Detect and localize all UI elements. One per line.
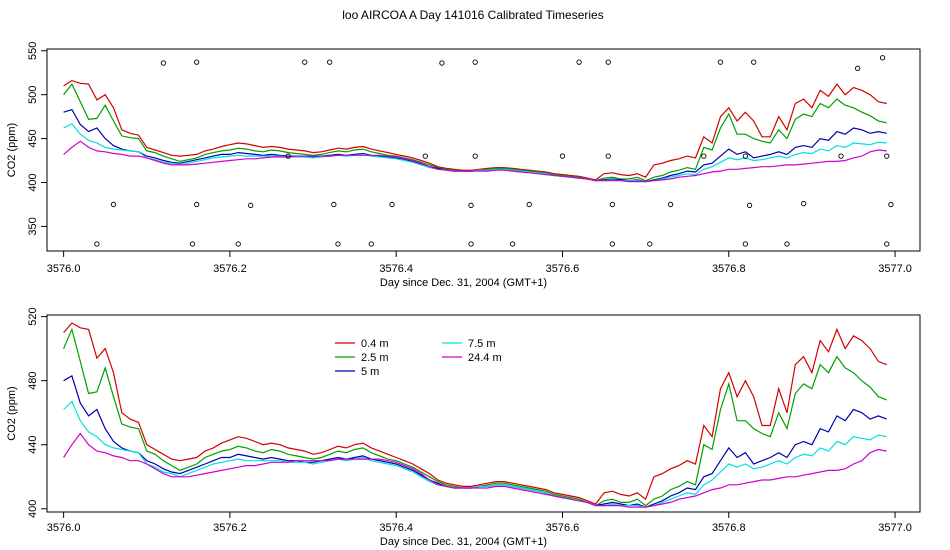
plot-area [63, 55, 894, 247]
flag-marker [800, 200, 807, 207]
flag-marker [526, 201, 532, 208]
flag-marker [194, 59, 200, 65]
y-tick-label: 440 [27, 436, 39, 454]
flag-marker [884, 241, 890, 247]
y-tick-label: 550 [27, 42, 39, 60]
x-tick-label: 3576.2 [213, 522, 247, 534]
x-tick-label: 3577.0 [878, 263, 912, 275]
flag-marker [468, 202, 474, 208]
x-tick-label: 3576.0 [47, 263, 81, 275]
series-line-h75 [63, 122, 887, 183]
y-tick-label: 400 [27, 500, 39, 518]
legend-entry: 0.4 m [361, 338, 389, 350]
plot-frame [46, 314, 921, 513]
flag-marker [576, 59, 582, 65]
flag-marker [248, 202, 254, 208]
flag-marker [472, 153, 478, 159]
y-tick-label: 350 [27, 217, 39, 235]
x-tick-label: 3576.4 [379, 263, 413, 275]
flag-marker [742, 153, 749, 159]
x-tick-label: 3576.4 [379, 522, 413, 534]
flag-marker [717, 59, 724, 65]
flag-marker [472, 59, 478, 65]
plot-area [63, 322, 887, 508]
top-panel: 3576.0 3576.2 3576.4 3576.6 3576.8 3577.0 350 4… [6, 42, 921, 289]
flag-marker [751, 59, 757, 65]
x-tick-label: 3576.8 [712, 522, 746, 534]
flag-marker [110, 201, 117, 208]
plot-frame [46, 48, 921, 252]
flag-marker [160, 60, 167, 66]
flag-marker [327, 59, 333, 65]
flag-marker [888, 201, 894, 208]
y-axis-label: CO2 (ppm) [6, 123, 18, 177]
flag-marker [784, 241, 790, 247]
x-tick-label: 3576.6 [546, 522, 580, 534]
flag-marker [609, 201, 616, 208]
x-tick-label: 3576.0 [47, 522, 81, 534]
flag-marker [884, 153, 890, 159]
series-line-h75 [63, 400, 887, 508]
series-line-h244 [63, 432, 887, 508]
x-tick-label: 3576.6 [546, 263, 580, 275]
flag-marker [879, 55, 886, 61]
flag-marker [94, 241, 100, 247]
flag-marker [389, 201, 395, 208]
y-tick-label: 450 [27, 129, 39, 147]
x-axis-label: Day since Dec. 31, 2004 (GMT+1) [380, 536, 547, 548]
flag-marker [509, 241, 516, 247]
flag-marker [335, 241, 341, 247]
legend: 0.4 m 2.5 m 5 m 7.5 m 24.4 m [335, 338, 502, 378]
bottom-panel: 3576.0 3576.2 3576.4 3576.6 3576.8 3577.0 400 4… [6, 307, 921, 548]
flag-marker [605, 153, 611, 159]
flag-marker [838, 153, 844, 159]
flag-marker [647, 241, 653, 247]
flag-marker [609, 241, 616, 247]
x-axis-label: Day since Dec. 31, 2004 (GMT+1) [380, 277, 547, 289]
flag-marker [746, 202, 753, 208]
flag-marker [422, 153, 428, 159]
series-line-h04 [63, 79, 887, 181]
series-line-h04 [63, 322, 887, 505]
flag-marker [439, 60, 445, 66]
flag-marker [559, 153, 566, 159]
flag-marker [605, 59, 611, 65]
flag-marker [285, 153, 291, 159]
series-line-h244 [63, 140, 887, 183]
flag-marker [701, 153, 707, 159]
flag-marker [468, 241, 474, 247]
flag-marker [368, 241, 374, 247]
flag-marker [194, 201, 200, 208]
y-tick-label: 400 [27, 173, 39, 191]
y-tick-label: 480 [27, 371, 39, 389]
x-tick-label: 3577.0 [878, 522, 912, 534]
flag-marker [331, 201, 337, 208]
flag-marker [235, 241, 241, 247]
y-tick-label: 520 [27, 307, 39, 325]
flag-marker [189, 241, 196, 247]
page-title: loo AIRCOA A Day 141016 Calibrated Times… [342, 8, 603, 22]
x-tick-label: 3576.2 [213, 263, 247, 275]
legend-entry: 5 m [361, 366, 379, 378]
flag-marker [854, 65, 861, 71]
legend-entry: 2.5 m [361, 352, 389, 364]
flag-marker [667, 201, 674, 208]
y-tick-label: 500 [27, 85, 39, 103]
flag-marker [742, 241, 749, 247]
y-axis-label: CO2 (ppm) [6, 386, 18, 440]
flag-marker [302, 59, 308, 65]
legend-entry: 24.4 m [468, 352, 502, 364]
x-tick-label: 3576.8 [712, 263, 746, 275]
legend-entry: 7.5 m [468, 338, 496, 350]
